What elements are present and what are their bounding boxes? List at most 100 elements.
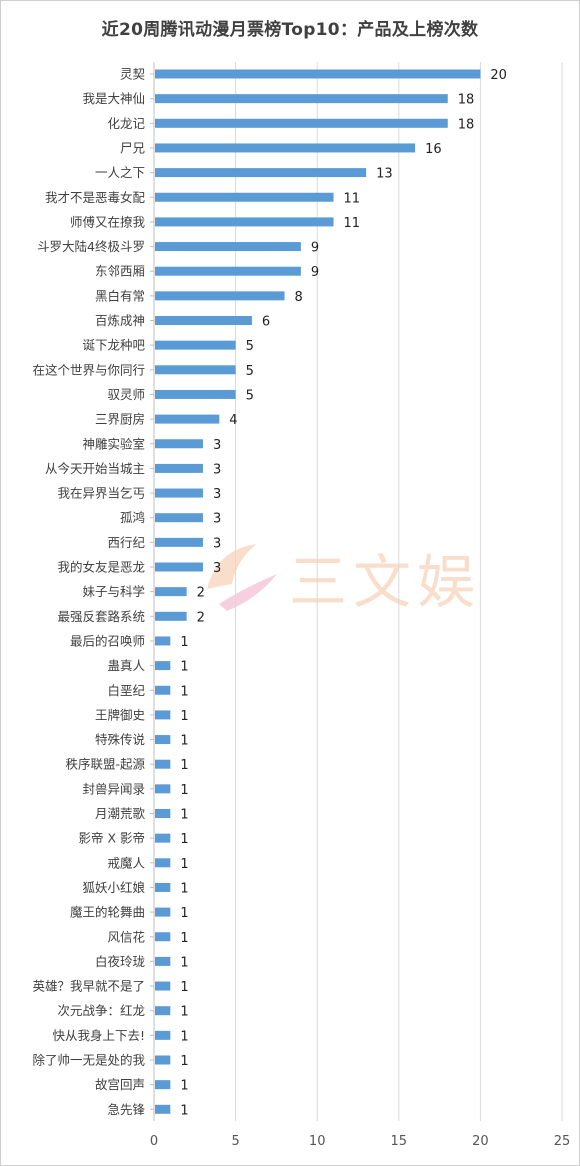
- data-label: 18: [458, 117, 475, 132]
- bar: [155, 587, 187, 597]
- category-label: 灵契: [120, 67, 146, 82]
- data-label: 1: [180, 808, 188, 823]
- category-label: 神雕实验室: [82, 436, 145, 451]
- bar: [155, 833, 171, 843]
- bar: [155, 759, 171, 769]
- bar: [155, 981, 171, 991]
- data-label: 16: [425, 142, 442, 157]
- data-label: 9: [311, 241, 319, 256]
- bar: [155, 488, 203, 498]
- bar: [155, 389, 236, 399]
- category-label: 最强反套路系统: [57, 609, 145, 624]
- bar: [155, 340, 236, 350]
- watermark-logo-icon: [207, 544, 277, 611]
- data-label: 1: [180, 635, 188, 650]
- category-label: 最后的召唤师: [70, 633, 145, 648]
- category-label: 尸兄: [120, 140, 145, 155]
- bar: [155, 192, 334, 202]
- bar: [155, 316, 252, 325]
- category-label: 除了帅一无是处的我: [32, 1053, 145, 1068]
- watermark-text: 三文娱: [289, 548, 482, 616]
- data-label: 4: [229, 413, 237, 428]
- data-label: 3: [213, 438, 221, 453]
- category-label: 月潮荒歌: [95, 806, 146, 821]
- category-label: 特殊传说: [95, 732, 145, 747]
- x-tick-label: 15: [391, 1134, 408, 1149]
- bar: [155, 784, 171, 794]
- data-label: 3: [213, 462, 221, 477]
- bar: [155, 537, 203, 547]
- bar: [155, 513, 203, 523]
- data-label: 3: [213, 536, 221, 551]
- bar: [155, 217, 334, 227]
- category-label: 英雄？我早就不是了: [32, 979, 145, 994]
- category-label: 次元战争：红龙: [57, 1003, 145, 1018]
- category-label: 封兽异闻录: [82, 781, 145, 796]
- data-label: 1: [180, 684, 188, 699]
- data-label: 1: [180, 906, 188, 921]
- data-label: 2: [197, 586, 205, 601]
- bar: [155, 1055, 171, 1065]
- category-label: 师傅又在撩我: [70, 214, 146, 229]
- bar: [155, 291, 285, 301]
- data-label: 1: [180, 1005, 188, 1020]
- category-label: 驭灵师: [107, 387, 145, 402]
- bar: [155, 143, 416, 153]
- category-label: 我是大神仙: [82, 91, 145, 106]
- x-tick-label: 20: [472, 1134, 489, 1149]
- category-label: 我的女友是恶龙: [57, 560, 145, 575]
- bar: [155, 636, 171, 646]
- data-label: 5: [246, 339, 254, 354]
- category-label: 斗罗大陆4终极斗罗: [37, 239, 145, 254]
- data-label: 1: [180, 931, 188, 946]
- category-label: 百炼成神: [95, 313, 145, 328]
- category-label: 白夜玲珑: [95, 954, 145, 969]
- bar: [155, 365, 236, 375]
- category-label: 黑白有常: [95, 288, 145, 303]
- category-label: 从今天开始当城主: [45, 461, 145, 476]
- data-label: 3: [213, 561, 221, 576]
- data-label: 1: [180, 881, 188, 896]
- bar: [155, 562, 203, 572]
- x-tick-label: 0: [150, 1134, 158, 1149]
- data-label: 1: [180, 1054, 188, 1069]
- data-label: 1: [180, 857, 188, 872]
- category-label: 急先锋: [107, 1102, 145, 1117]
- category-label: 妹子与科学: [82, 584, 145, 599]
- bar: [155, 1080, 171, 1090]
- bar: [155, 94, 448, 104]
- data-label: 1: [180, 1079, 188, 1094]
- data-label: 11: [344, 216, 361, 231]
- bar: [155, 168, 367, 178]
- data-label: 18: [458, 93, 475, 108]
- x-tick-label: 10: [309, 1134, 326, 1149]
- bar: [155, 463, 203, 473]
- data-label: 13: [376, 167, 393, 182]
- data-label: 3: [213, 487, 221, 502]
- category-label: 我在异界当乞丐: [57, 486, 145, 501]
- bar: [155, 1030, 171, 1040]
- data-label: 1: [180, 758, 188, 773]
- data-label: 1: [180, 709, 188, 724]
- data-label: 3: [213, 512, 221, 527]
- x-tick-label: 5: [231, 1134, 239, 1149]
- category-label: 白垩纪: [107, 683, 145, 698]
- bar: [155, 685, 171, 695]
- category-label: 狐妖小红娘: [82, 880, 145, 895]
- data-label: 9: [311, 265, 319, 280]
- bar: [155, 611, 187, 621]
- category-label: 一人之下: [95, 165, 145, 180]
- chart-title: 近20周腾讯动漫月票榜Top10：产品及上榜次数: [101, 20, 479, 40]
- bar: [155, 661, 171, 671]
- bar: [155, 735, 171, 745]
- category-label: 秩序联盟-起源: [65, 757, 145, 772]
- data-label: 1: [180, 734, 188, 749]
- category-label: 孤鸿: [120, 510, 145, 525]
- bar: [155, 932, 171, 942]
- bar: [155, 710, 171, 720]
- data-label: 6: [262, 315, 270, 330]
- data-label: 1: [180, 1029, 188, 1044]
- category-label: 影帝 X 影帝: [78, 831, 145, 846]
- bar: [155, 1104, 171, 1114]
